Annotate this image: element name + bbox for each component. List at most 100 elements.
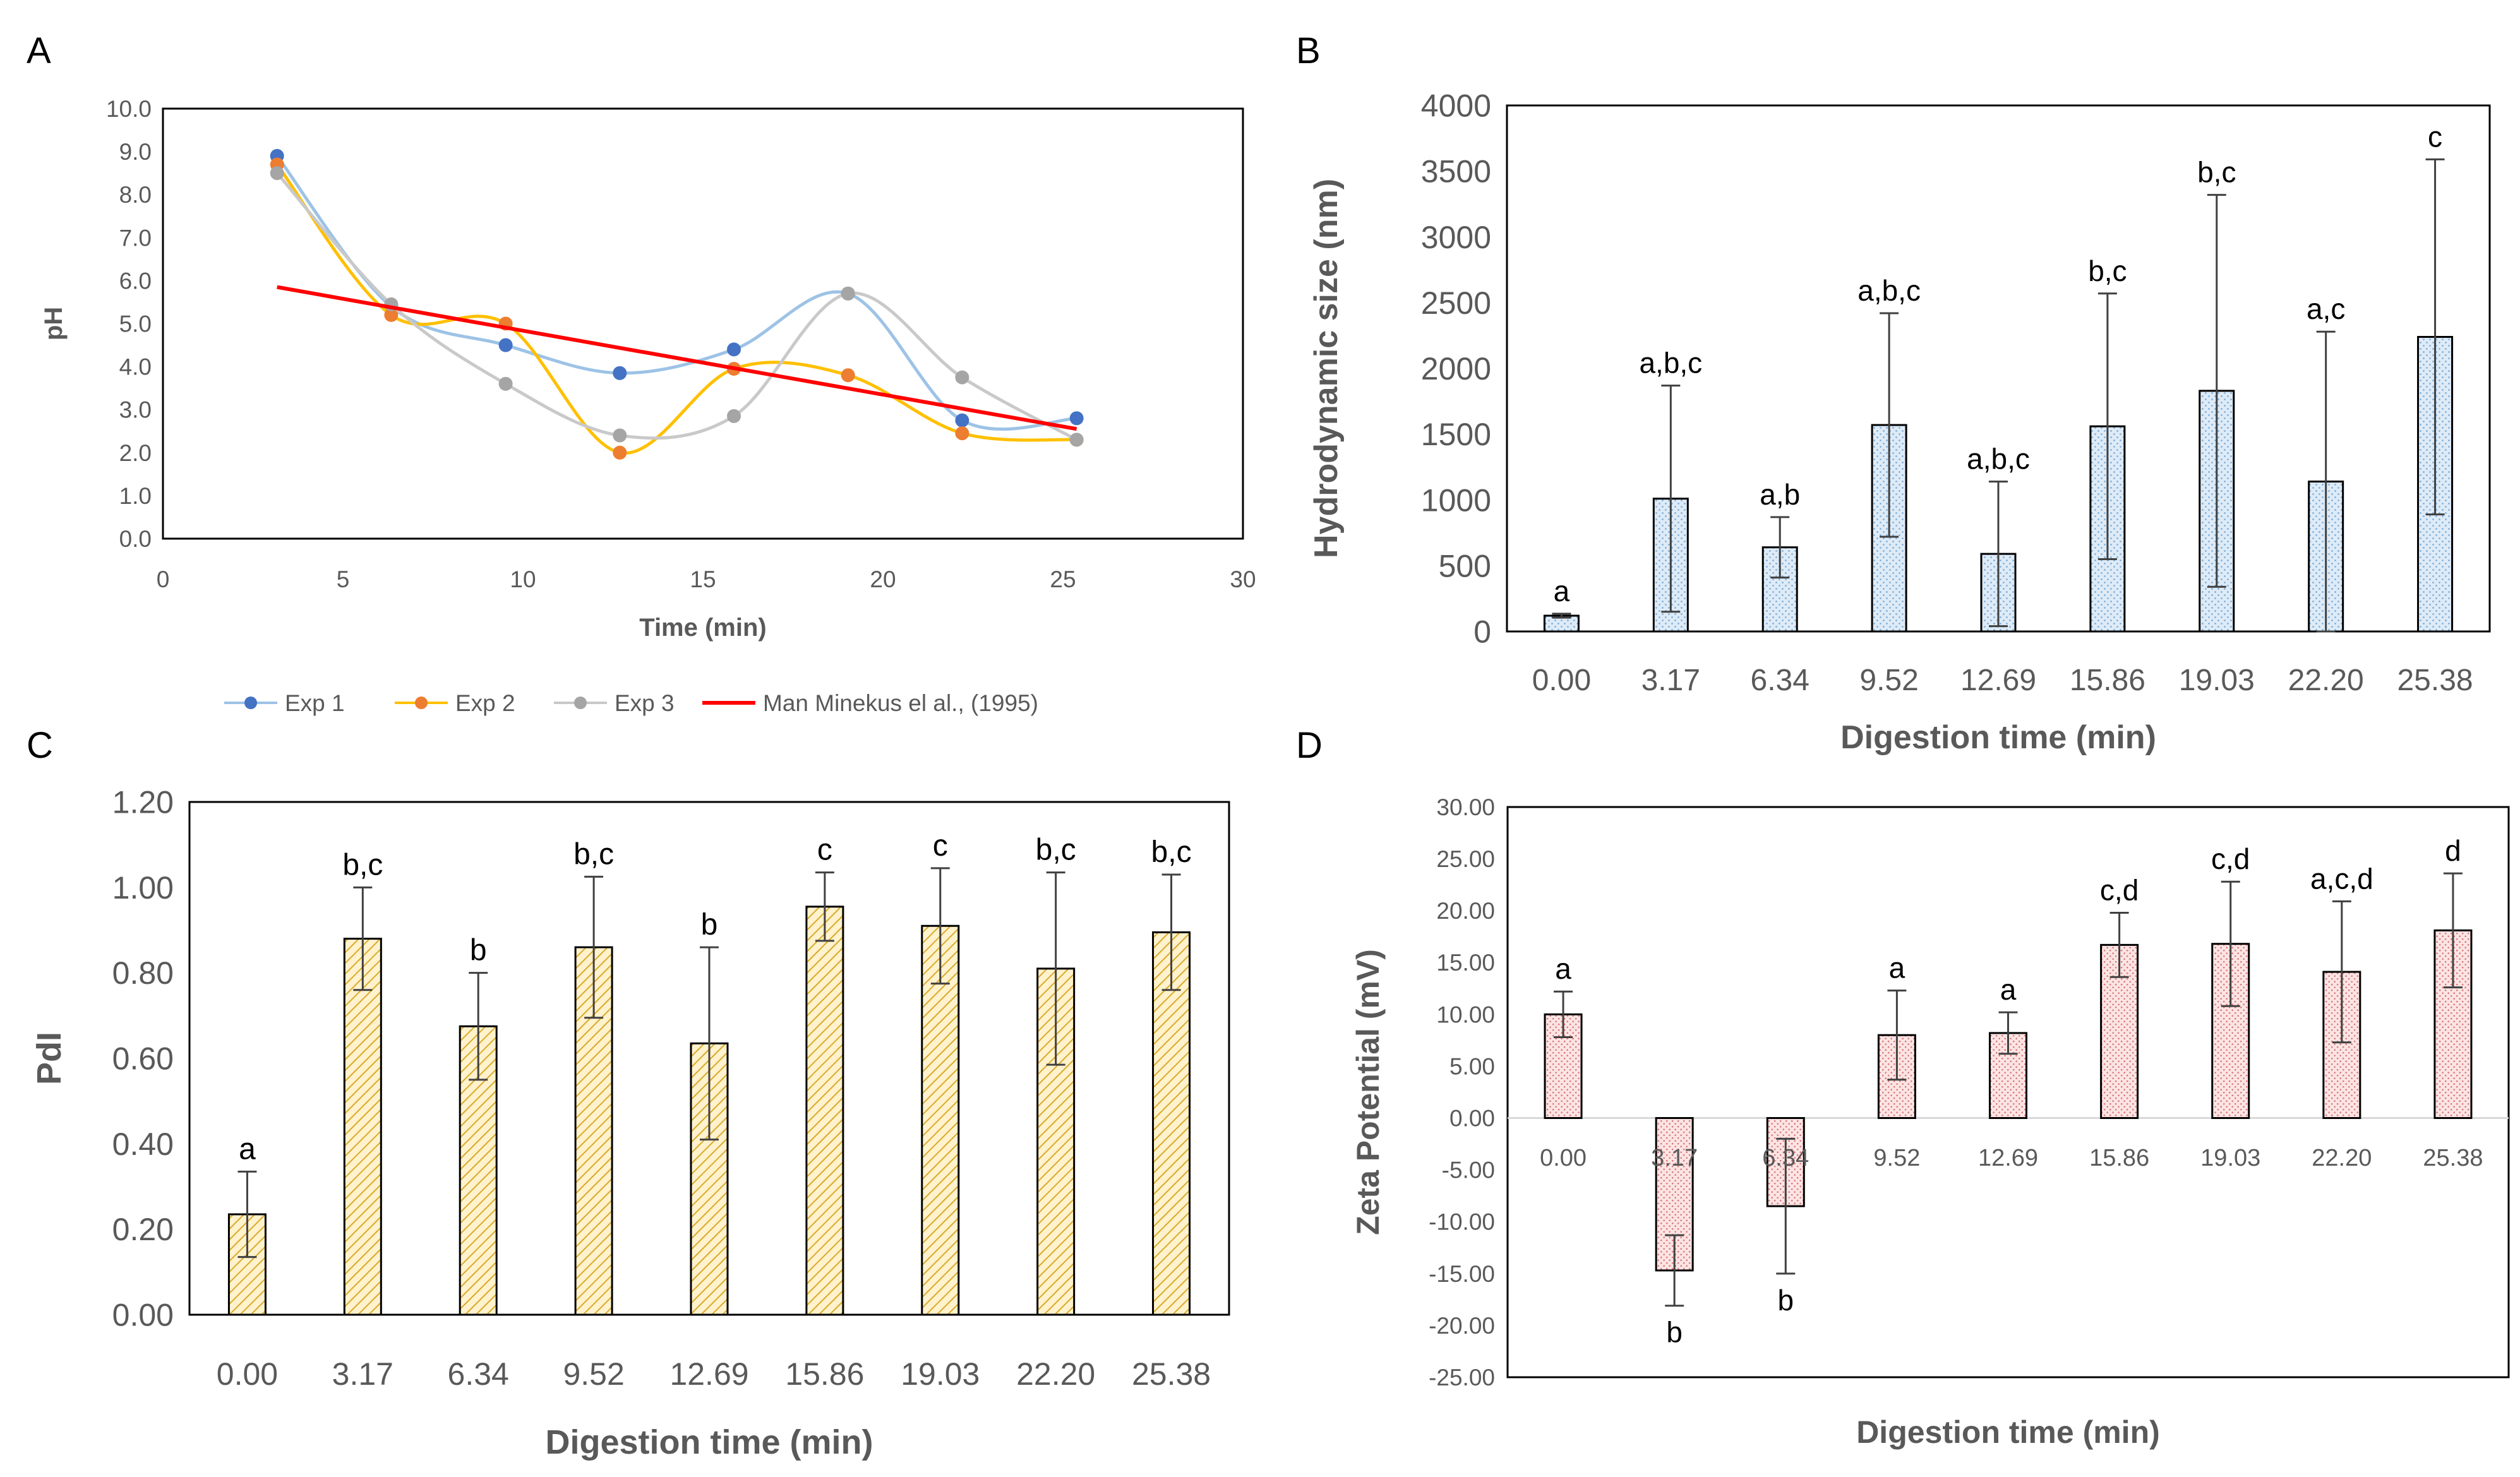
significance-label-c: b,c <box>573 837 614 871</box>
significance-label-d: a <box>1555 952 1571 985</box>
y-tick-label-d: 10.00 <box>1436 1002 1495 1027</box>
x-axis-title-b: Digestion time (min) <box>1840 719 2156 756</box>
y-tick-label-d: -25.00 <box>1429 1365 1495 1390</box>
x-tick-label-b: 9.52 <box>1859 664 1918 697</box>
significance-label-b: a,b,c <box>1639 347 1702 380</box>
legend-label: Exp 3 <box>615 690 675 716</box>
x-tick-label-b: 15.86 <box>2070 664 2145 697</box>
y-tick-label-b: 500 <box>1439 548 1491 583</box>
data-point-exp3 <box>270 166 284 181</box>
y-tick-label-a: 0.0 <box>119 526 152 552</box>
y-tick-label-b: 0 <box>1473 614 1491 650</box>
y-tick-label-a: 8.0 <box>119 182 152 208</box>
zeta-potential-bar-chart: -25.00 -20.00 -15.00 -10.00 -5.00 0.00 5.00 10.… <box>1350 794 2510 1450</box>
panel-label-c: C <box>27 725 53 766</box>
data-point-exp3 <box>1069 433 1084 447</box>
y-tick-label-c: 0.80 <box>112 955 174 991</box>
bar-d <box>1655 1117 1694 1272</box>
significance-label-d: c,d <box>2100 873 2139 906</box>
significance-label-c: c <box>817 834 832 867</box>
data-point-exp2 <box>841 368 855 383</box>
x-tick-label-b: 3.17 <box>1641 664 1700 697</box>
legend-marker <box>574 697 587 709</box>
significance-label-d: b <box>1666 1316 1683 1349</box>
y-tick-label-d: 20.00 <box>1436 898 1495 924</box>
x-axis-title-d: Digestion time (min) <box>1856 1414 2160 1450</box>
x-tick-label-a: 25 <box>1050 566 1076 592</box>
x-tick-label-b: 22.20 <box>2288 664 2364 697</box>
y-tick-label-b: 3500 <box>1421 154 1491 189</box>
x-tick-label-d: 15.86 <box>2089 1145 2149 1171</box>
significance-label-b: a,b,c <box>1857 274 1921 307</box>
y-axis-title-b: Hydrodynamic size (nm) <box>1308 179 1345 558</box>
y-tick-label-d: -5.00 <box>1442 1157 1495 1183</box>
bar-c <box>921 924 960 1316</box>
legend-label: Exp 2 <box>455 690 515 716</box>
legend-label: Man Minekus el al., (1995) <box>763 690 1038 716</box>
data-point-exp3 <box>955 370 969 385</box>
x-tick-label-c: 12.69 <box>669 1356 748 1392</box>
x-tick-label-d: 9.52 <box>1873 1145 1920 1171</box>
significance-label-c: b <box>701 908 718 942</box>
significance-label-b: b,c <box>2088 254 2127 287</box>
x-tick-label-a: 0 <box>157 566 170 592</box>
data-point-exp3 <box>841 286 855 301</box>
significance-label-d: a <box>2000 973 2017 1006</box>
y-tick-label-a: 3.0 <box>119 397 152 423</box>
x-tick-label-d: 6.34 <box>1762 1145 1809 1171</box>
y-tick-label-d: 0.00 <box>1449 1105 1495 1131</box>
x-tick-label-c: 6.34 <box>448 1356 509 1392</box>
x-tick-label-b: 6.34 <box>1751 664 1809 697</box>
x-tick-label-c: 15.86 <box>785 1356 864 1392</box>
y-tick-label-d: 5.00 <box>1449 1053 1495 1079</box>
significance-label-c: b,c <box>1151 835 1192 869</box>
y-tick-label-b: 2000 <box>1421 351 1491 386</box>
reference-line <box>277 285 1077 431</box>
y-tick-label-d: 15.00 <box>1436 950 1495 976</box>
significance-label-d: c,d <box>2211 842 2250 875</box>
data-point-exp3 <box>498 376 513 391</box>
significance-label-d: d <box>2445 834 2461 867</box>
significance-label-c: a <box>239 1132 256 1166</box>
y-tick-label-c: 0.60 <box>112 1041 174 1077</box>
x-tick-label-b: 25.38 <box>2397 664 2473 697</box>
significance-label-c: c <box>933 829 948 863</box>
x-tick-label-c: 19.03 <box>901 1356 980 1392</box>
legend-marker <box>415 697 428 709</box>
y-tick-label-a: 6.0 <box>119 268 152 294</box>
x-tick-label-d: 22.20 <box>2312 1145 2372 1171</box>
data-point-exp1 <box>727 342 741 357</box>
y-tick-label-a: 1.0 <box>119 483 152 509</box>
plot-area-a <box>162 107 1244 540</box>
x-tick-label-c: 0.00 <box>217 1356 278 1392</box>
bar-c <box>1152 931 1191 1316</box>
y-tick-label-c: 0.20 <box>112 1212 174 1247</box>
significance-label-b: c <box>2428 120 2442 153</box>
y-axis-title-d: Zeta Potential (mV) <box>1350 949 1386 1235</box>
bar-c <box>343 938 382 1316</box>
bar-c <box>805 906 844 1316</box>
y-tick-label-a: 2.0 <box>119 440 152 466</box>
significance-label-b: a <box>1554 575 1570 607</box>
y-tick-label-c: 0.40 <box>112 1127 174 1162</box>
data-point-exp2 <box>613 445 627 460</box>
x-tick-label-a: 15 <box>690 566 716 592</box>
y-tick-label-a: 7.0 <box>119 225 152 251</box>
hydrodynamic-size-bar-chart: 0 500 1000 1500 2000 2500 3000 3500 4000 a 0.00 a,b… <box>1308 88 2491 756</box>
data-point-exp1 <box>613 366 627 380</box>
pdi-bar-chart: 0.00 0.20 0.40 0.60 0.80 1.00 1.20 a 0.00 b,c 3.17… <box>30 785 1230 1461</box>
x-tick-label-d: 0.00 <box>1540 1145 1587 1171</box>
ph-line-chart: 0.0 1.0 2.0 3.0 4.0 5.0 6.0 7.0 8.0 9.0 10.0 0 5 10 15… <box>40 96 1256 716</box>
y-tick-label-d: 30.00 <box>1436 794 1495 820</box>
x-tick-label-d: 3.17 <box>1651 1145 1698 1171</box>
x-tick-label-d: 12.69 <box>1978 1145 2038 1171</box>
significance-label-b: b,c <box>2197 156 2236 189</box>
significance-label-b: a,b <box>1760 478 1800 511</box>
significance-label-c: b,c <box>1036 834 1076 867</box>
data-point-exp1 <box>1069 411 1084 426</box>
x-tick-label-a: 30 <box>1230 566 1256 592</box>
significance-label-c: b <box>470 934 487 967</box>
y-axis-title-c: PdI <box>30 1032 68 1085</box>
y-tick-label-b: 2500 <box>1421 285 1491 321</box>
